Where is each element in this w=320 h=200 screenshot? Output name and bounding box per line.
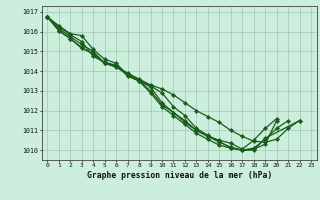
X-axis label: Graphe pression niveau de la mer (hPa): Graphe pression niveau de la mer (hPa) (87, 171, 272, 180)
